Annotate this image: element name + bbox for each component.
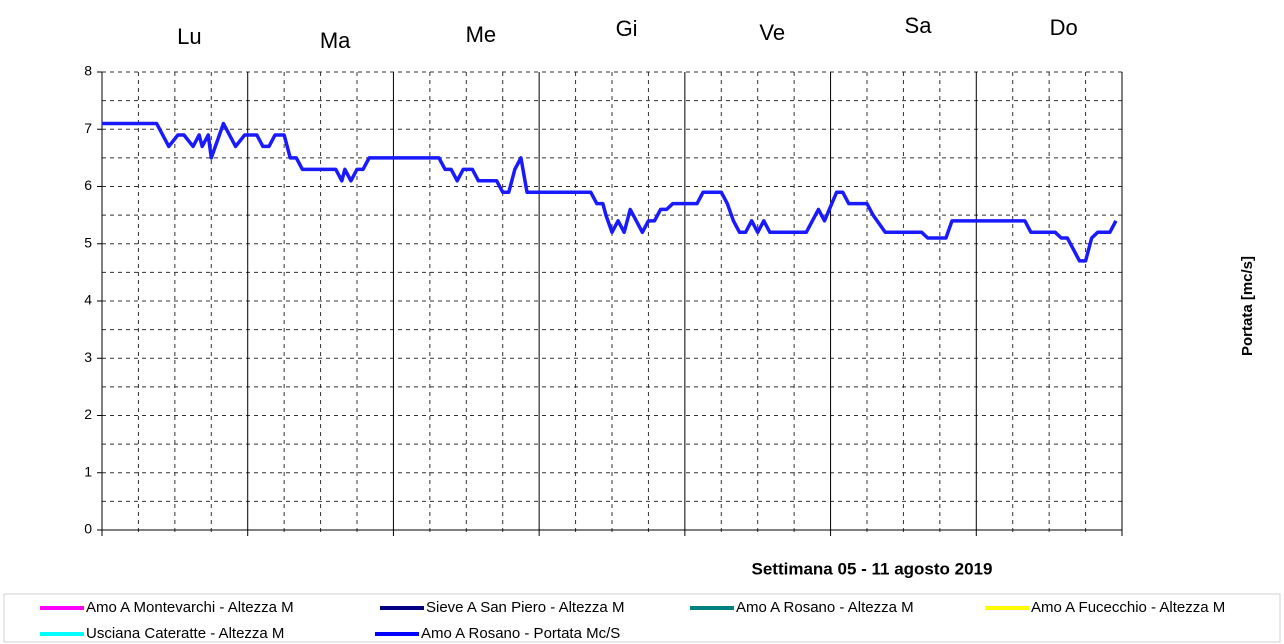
y-tick-label: 8 — [84, 63, 92, 79]
legend-label: Amo A Fucecchio - Altezza M — [1031, 599, 1225, 616]
day-label: Ve — [759, 20, 785, 45]
legend-label: Sieve A San Piero - Altezza M — [426, 599, 624, 616]
legend-label: Amo A Rosano - Altezza M — [736, 599, 914, 616]
y-tick-label: 6 — [84, 177, 92, 193]
y-tick-label: 5 — [84, 234, 92, 250]
y-tick-label: 2 — [84, 406, 92, 422]
legend-label: Usciana Cateratte - Altezza M — [86, 625, 284, 642]
day-label: Gi — [616, 16, 638, 41]
y-tick-label: 7 — [84, 120, 92, 136]
x-axis-label: Settimana 05 - 11 agosto 2019 — [752, 559, 993, 578]
day-label: Me — [466, 22, 497, 47]
y-tick-label: 4 — [84, 292, 92, 308]
legend-box — [3, 593, 1281, 643]
y-axis-label: Portata [mc/s] — [1239, 256, 1256, 356]
legend-label: Amo A Rosano - Portata Mc/S — [421, 625, 620, 642]
y-tick-label: 1 — [84, 463, 92, 479]
y-tick-label: 3 — [84, 349, 92, 365]
day-label: Lu — [177, 24, 201, 49]
day-label: Ma — [320, 28, 351, 53]
day-label: Do — [1050, 15, 1078, 40]
y-tick-label: 0 — [84, 521, 92, 537]
data-line — [102, 121, 1118, 263]
legend-label: Amo A Montevarchi - Altezza M — [86, 599, 294, 616]
day-label: Sa — [905, 13, 933, 38]
